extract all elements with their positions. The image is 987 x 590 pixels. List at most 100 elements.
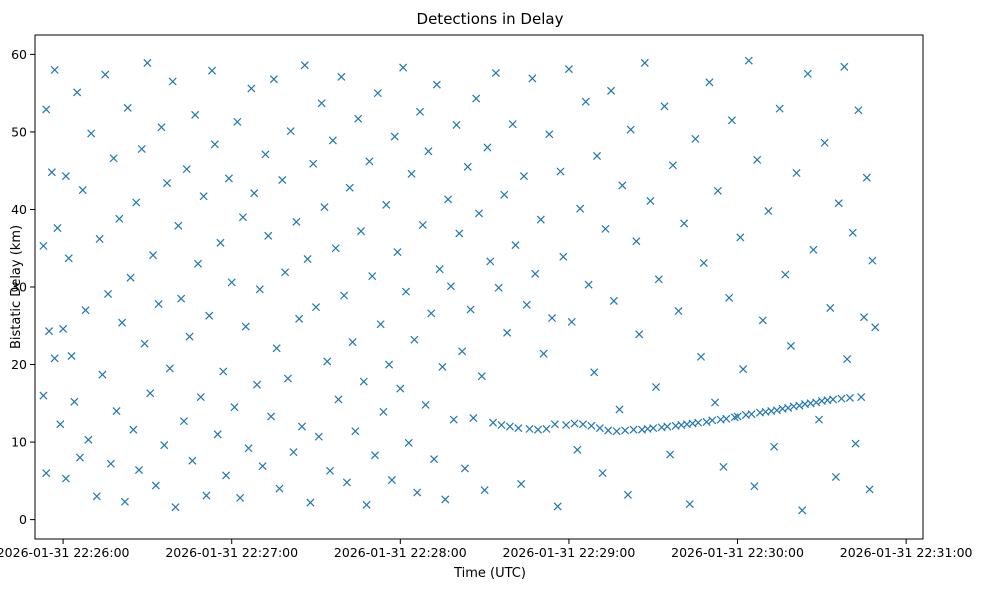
data-point [205, 311, 214, 320]
data-point [469, 414, 478, 423]
data-point [188, 456, 197, 465]
data-point [255, 285, 264, 294]
data-point [67, 351, 76, 361]
data-point [758, 316, 767, 325]
data-point [340, 291, 349, 300]
data-point [654, 275, 663, 284]
data-point [356, 227, 365, 236]
y-tick-label: 20 [11, 357, 27, 372]
data-point [134, 465, 143, 475]
data-point [536, 215, 545, 224]
data-point [430, 455, 439, 464]
data-point [42, 469, 51, 478]
data-point [64, 254, 73, 263]
data-point [371, 451, 380, 460]
data-point [612, 427, 621, 436]
data-point [635, 330, 644, 339]
data-point [250, 189, 259, 198]
data-point [47, 168, 56, 177]
data-point [494, 283, 503, 292]
data-point [396, 384, 405, 393]
data-point [576, 204, 585, 213]
data-point [241, 322, 250, 331]
data-point [143, 58, 152, 67]
data-point [379, 407, 388, 416]
data-point [702, 417, 711, 426]
data-point [727, 116, 736, 125]
data-point [244, 444, 253, 453]
data-point [663, 422, 672, 431]
data-point [562, 420, 571, 430]
plot-area [39, 56, 880, 515]
data-point [179, 417, 188, 426]
data-point [859, 313, 869, 322]
data-point [862, 173, 871, 182]
data-point [649, 424, 658, 433]
data-point [171, 503, 180, 512]
data-point [174, 221, 183, 230]
data-point [101, 70, 110, 79]
data-point [854, 106, 863, 115]
data-point [486, 257, 495, 266]
data-point [81, 306, 90, 315]
data-point [261, 150, 270, 159]
data-point [564, 65, 573, 74]
data-point [385, 360, 394, 369]
data-point [820, 138, 829, 147]
data-point [725, 293, 734, 302]
data-point [713, 186, 722, 195]
data-point [472, 94, 481, 103]
data-point [146, 389, 155, 398]
data-point [216, 238, 225, 247]
data-point [770, 442, 779, 451]
data-point [427, 309, 436, 318]
data-point [607, 86, 616, 95]
data-point [275, 484, 284, 493]
data-point [70, 397, 79, 406]
y-tick-label: 40 [11, 202, 27, 217]
data-point [432, 80, 441, 89]
data-point [531, 269, 540, 278]
data-point [233, 117, 242, 126]
data-point [53, 224, 62, 233]
data-point [775, 104, 784, 113]
data-point [303, 255, 312, 264]
data-point [460, 464, 469, 473]
data-point [618, 181, 627, 190]
data-point [351, 427, 360, 436]
data-point [455, 229, 464, 238]
data-point [629, 425, 638, 434]
data-point [202, 491, 211, 500]
data-point [578, 420, 587, 429]
data-point [177, 294, 186, 303]
data-point [126, 273, 135, 282]
data-point [149, 251, 158, 260]
data-point [393, 248, 402, 257]
data-point [483, 143, 492, 152]
data-point [123, 103, 132, 112]
data-point [289, 448, 298, 457]
data-point [39, 241, 48, 250]
data-point [632, 237, 641, 246]
data-point [812, 398, 821, 407]
data-point [365, 157, 374, 166]
data-point [711, 398, 720, 407]
data-point [500, 190, 509, 199]
data-point [784, 403, 793, 412]
data-point [222, 471, 231, 480]
data-point [435, 265, 444, 274]
data-point [410, 335, 419, 344]
data-point [227, 278, 236, 287]
data-point [660, 102, 669, 111]
data-point [542, 424, 551, 433]
data-point [269, 75, 278, 84]
data-point [92, 492, 101, 501]
data-point [573, 445, 582, 454]
data-point [292, 217, 301, 226]
data-point [851, 439, 860, 448]
data-point [696, 352, 706, 361]
data-point [286, 127, 295, 136]
data-point [764, 206, 773, 216]
data-point [722, 414, 731, 423]
